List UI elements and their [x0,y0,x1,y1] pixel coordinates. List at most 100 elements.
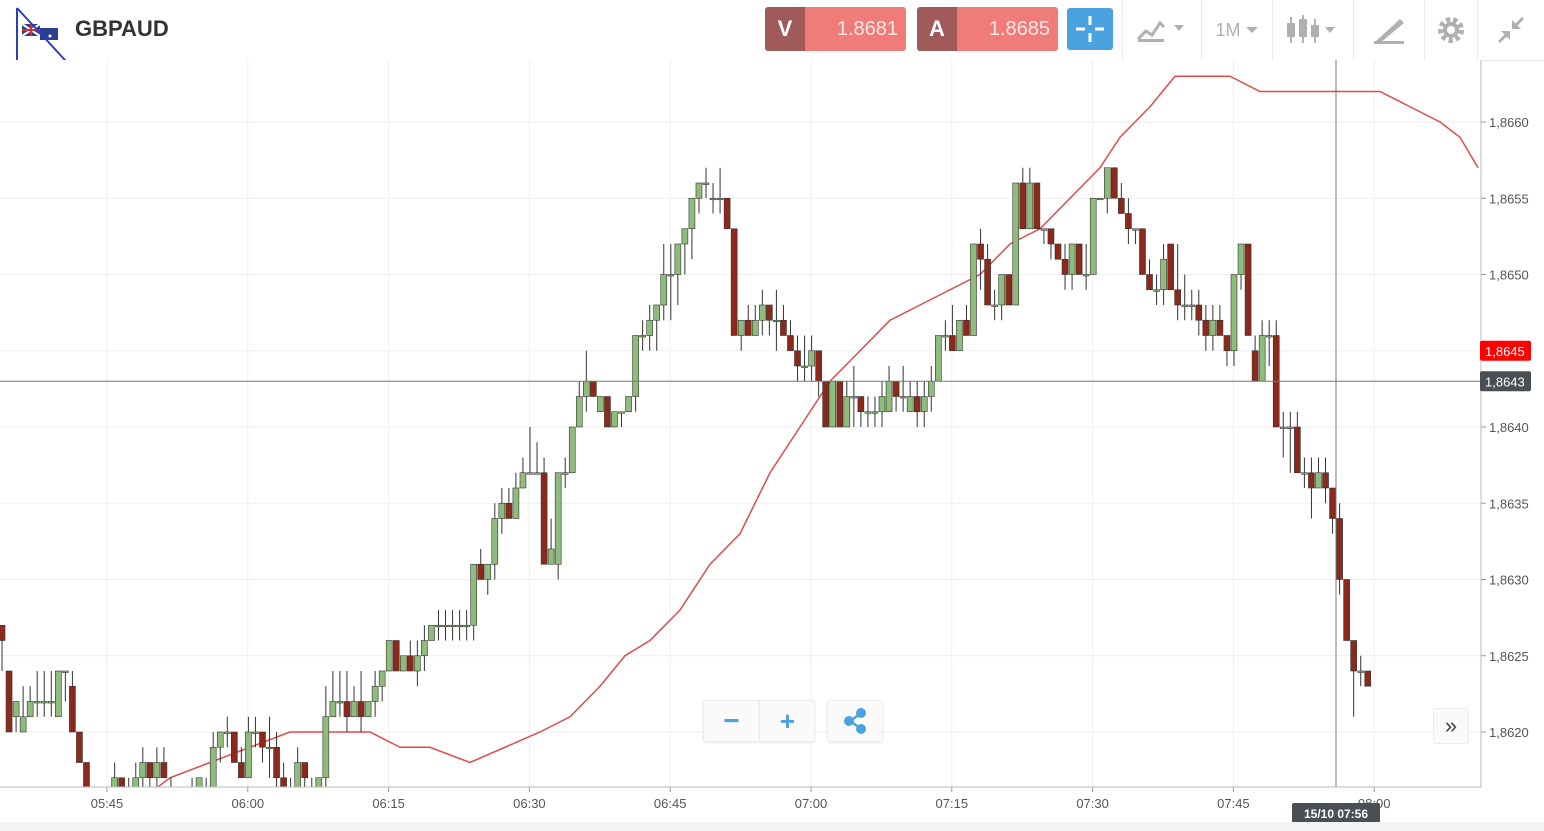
candle-body-bear [540,472,548,565]
candle [238,747,245,779]
candles-button[interactable] [1273,0,1353,60]
buy-button[interactable]: A 1.8685 [917,7,1058,51]
candle [759,289,766,336]
candle [1294,411,1301,474]
crosshair-time-bg [1292,803,1380,822]
candle-body-bear [1350,640,1357,672]
candle [787,320,794,352]
candle [33,671,41,717]
sell-button[interactable]: V 1.8681 [765,7,906,51]
crosshair-button[interactable] [1067,8,1113,50]
collapse-button[interactable] [1478,0,1544,60]
candle [456,610,463,641]
candle [984,244,991,306]
candle [1118,183,1125,214]
candle-body-bear [787,335,794,352]
candle-body-bull [189,793,195,795]
candle [632,335,639,412]
bottom-strip [0,822,1544,831]
candle-body-bull [498,502,506,519]
candle-body-bear [118,777,125,787]
candle-body-bull [1103,167,1111,199]
candle [62,670,69,702]
candle-body-bull [245,731,252,779]
zoom-in-button[interactable]: + [759,701,815,741]
candle [266,716,273,778]
candle [470,563,477,641]
candle [1343,579,1350,641]
timeframe-dropdown[interactable]: 1M [1202,0,1272,60]
symbol-title: GBPAUD [75,16,169,41]
candle [1019,167,1027,230]
candle-body-bull [695,182,703,199]
candle [660,244,668,321]
candle-body-bull [1181,304,1189,307]
candle [935,335,942,382]
crosshair-price-tag-text: 1,8643 [1485,374,1525,389]
candle-body-bear [76,731,83,763]
price-chart[interactable]: 1,8620 1,8625 1,8630 1,8635 1,8640 1,8645 1,86… [0,60,1544,822]
candle [991,289,998,321]
candle-body-bull [991,304,998,307]
candle [709,183,717,214]
candle-body-bull [1230,274,1238,352]
candle-body-bull [1357,670,1365,673]
candle [1047,228,1055,260]
x-tick-label: 07:15 [936,796,969,811]
candle [1244,243,1252,336]
candle-body-bear [5,670,13,733]
x-tick-label: 06:45 [654,796,687,811]
drawing-tools-button[interactable] [1354,0,1424,60]
candle [618,411,625,427]
candle [111,762,118,787]
candle-body-bull [195,777,203,787]
candle-body-bull [223,731,231,734]
candle-body-bull [611,411,618,428]
candle [378,670,386,702]
candle-body-bull [1068,243,1076,275]
crosshair-time-tag: 15/10 07:56 [1292,803,1380,822]
candle [414,640,421,687]
candle-body-bear [780,319,787,336]
candle-body-bull [568,426,576,474]
candle [836,380,844,428]
candle [878,381,886,427]
candle [1005,274,1013,306]
candle-body-bear [1343,579,1350,641]
candle-body-bear [836,380,844,428]
candle [639,320,646,351]
zoom-out-button[interactable]: − [723,705,740,736]
settings-button[interactable] [1425,0,1477,60]
chart-type-button[interactable] [1123,0,1201,60]
candle [19,686,27,733]
candle [1082,244,1090,290]
scroll-to-end-button[interactable]: » [1433,708,1469,744]
candle [421,625,428,671]
candle-body-bull [625,396,632,413]
candle [681,228,689,275]
candle [1012,182,1020,306]
candle-body-bull [350,701,358,718]
candle [1195,289,1203,336]
candle [1181,274,1189,321]
share-button[interactable] [827,700,883,742]
candle [128,777,130,787]
candle [392,640,400,672]
candle [47,671,55,717]
candle [1357,655,1365,687]
candle [505,488,513,519]
candle [195,777,203,787]
candle-body-bear [977,243,984,260]
candle-body-bull [1237,243,1245,275]
candle [1174,244,1181,321]
candle [949,305,956,352]
candle [1160,244,1167,305]
candle [526,427,534,475]
ma-price-tag-bg [1480,340,1531,361]
candle-body-bull [751,319,759,336]
crosshair-icon [1076,16,1104,42]
candle [1040,228,1048,244]
x-tick-label: 07:30 [1076,796,1109,811]
candle-body-bull [660,274,668,306]
plot-background [0,60,1481,787]
